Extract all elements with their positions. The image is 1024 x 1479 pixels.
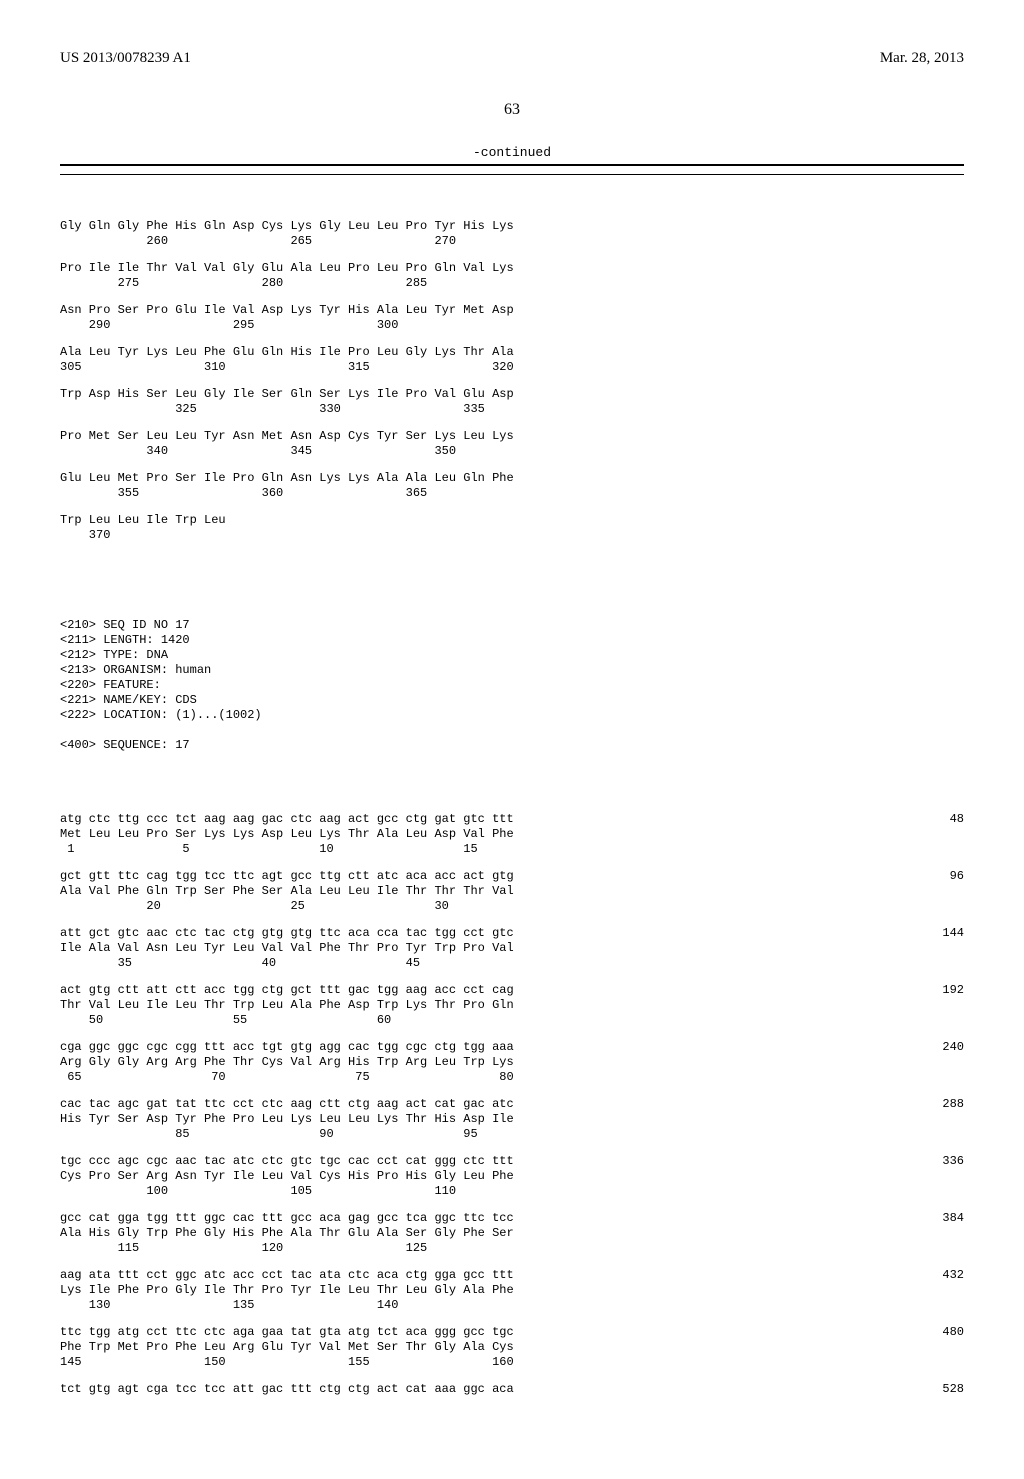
dna-block: aag ata ttt cct ggc atc acc cct tac ata …	[60, 1268, 964, 1313]
dna-block: att gct gtc aac ctc tac ctg gtg gtg ttc …	[60, 926, 964, 971]
dna-block: gct gtt ttc cag tgg tcc ttc agt gcc ttg …	[60, 869, 964, 914]
top-rule-heavy	[60, 164, 964, 166]
page-number: 63	[60, 101, 964, 119]
protein-block: Trp Asp His Ser Leu Gly Ile Ser Gln Ser …	[60, 387, 964, 417]
dna-block: atg ctc ttg ccc tct aag aag gac ctc aag …	[60, 812, 964, 857]
protein-block: Gly Gln Gly Phe His Gln Asp Cys Lys Gly …	[60, 219, 964, 249]
continued-label: -continued	[60, 145, 964, 160]
publication-number: US 2013/0078239 A1	[60, 50, 191, 67]
dna-block: act gtg ctt att ctt acc tgg ctg gct ttt …	[60, 983, 964, 1028]
dna-block: ttc tgg atg cct ttc ctc aga gaa tat gta …	[60, 1325, 964, 1370]
dna-block: tgc ccc agc cgc aac tac atc ctc gtc tgc …	[60, 1154, 964, 1199]
publication-date: Mar. 28, 2013	[880, 50, 964, 67]
protein-block: Pro Met Ser Leu Leu Tyr Asn Met Asn Asp …	[60, 429, 964, 459]
top-rule-thin	[60, 174, 964, 175]
dna-block: gcc cat gga tgg ttt ggc cac ttt gcc aca …	[60, 1211, 964, 1256]
sequence-listing: Gly Gln Gly Phe His Gln Asp Cys Lys Gly …	[60, 189, 964, 1439]
protein-block: Asn Pro Ser Pro Glu Ile Val Asp Lys Tyr …	[60, 303, 964, 333]
dna-block: tct gtg agt cga tcc tcc att gac ttt ctg …	[60, 1382, 964, 1397]
protein-block: Glu Leu Met Pro Ser Ile Pro Gln Asn Lys …	[60, 471, 964, 501]
protein-block: Pro Ile Ile Thr Val Val Gly Glu Ala Leu …	[60, 261, 964, 291]
protein-block: Trp Leu Leu Ile Trp Leu 370	[60, 513, 964, 543]
dna-block: cac tac agc gat tat ttc cct ctc aag ctt …	[60, 1097, 964, 1142]
protein-block: Ala Leu Tyr Lys Leu Phe Glu Gln His Ile …	[60, 345, 964, 375]
dna-block: cga ggc ggc cgc cgg ttt acc tgt gtg agg …	[60, 1040, 964, 1085]
sequence-meta: <210> SEQ ID NO 17<211> LENGTH: 1420<212…	[60, 618, 964, 753]
